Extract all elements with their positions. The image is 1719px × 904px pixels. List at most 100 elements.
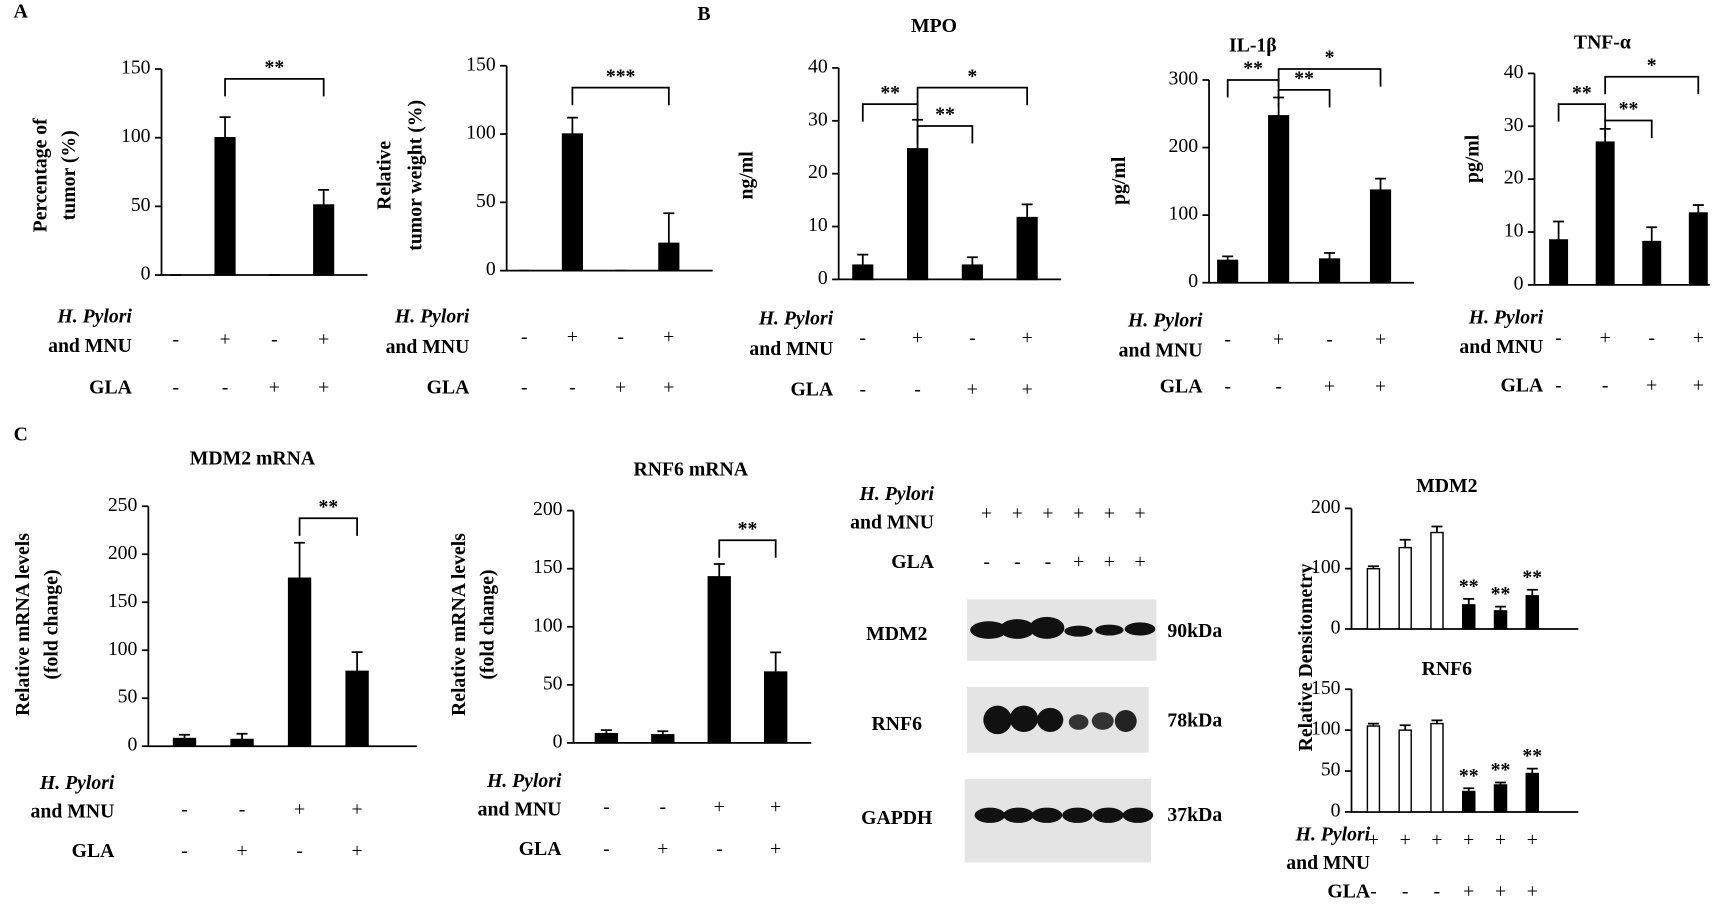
error-bar — [1367, 722, 1379, 727]
band-size: 90kDa — [1167, 620, 1222, 642]
error-bar — [770, 651, 782, 673]
error-bar — [663, 212, 675, 244]
y-tick-label: 0 — [818, 267, 828, 289]
y-axis-label: Relative mRNA levels — [448, 533, 470, 716]
significance-label: ** — [1243, 58, 1263, 80]
y-tick-label: 50 — [476, 190, 496, 212]
bar — [594, 732, 619, 744]
y-tick-label: 50 — [118, 686, 138, 708]
condition-sign: + — [219, 328, 230, 350]
error-bar — [1526, 588, 1538, 596]
condition-label: H. Pylori — [56, 305, 132, 327]
bar — [345, 670, 369, 747]
significance-label: ** — [1491, 583, 1511, 605]
significance-bracket — [298, 517, 358, 536]
significance-label: * — [1325, 47, 1335, 69]
condition-sign: + — [1693, 327, 1704, 349]
condition-sign: - — [181, 798, 188, 820]
condition-label: GLA — [427, 377, 470, 399]
condition-label: GLA — [72, 840, 115, 862]
bar — [230, 738, 254, 747]
condition-sign: + — [269, 377, 280, 399]
band-size: 37kDa — [1167, 804, 1222, 826]
condition-label: and MNU — [1119, 339, 1203, 361]
y-tick-label: 100 — [466, 122, 496, 144]
y-tick-label: 40 — [1504, 61, 1524, 83]
significance-label: ** — [880, 82, 900, 104]
bar — [1595, 141, 1615, 286]
y-tick-label: 50 — [131, 194, 151, 216]
y-tick-label: 150 — [533, 556, 563, 578]
significance-label: ** — [1619, 98, 1639, 120]
condition-sign: - — [1602, 374, 1609, 396]
condition-sign: - — [1224, 375, 1231, 397]
y-tick-label: 0 — [1514, 272, 1524, 294]
band-name: MDM2 — [866, 623, 927, 645]
y-axis-label: Percentage of — [30, 118, 52, 232]
condition-sign: - — [1648, 327, 1655, 349]
condition-sign: - — [569, 377, 576, 399]
condition-sign: + — [912, 327, 923, 349]
condition-sign: + — [1022, 379, 1033, 401]
significance-bracket — [861, 103, 919, 122]
error-bar — [1431, 525, 1443, 533]
condition-sign: + — [1375, 328, 1386, 350]
bar — [1493, 610, 1508, 630]
chart-title: RNF6 — [1422, 658, 1473, 680]
condition-sign: + — [1527, 881, 1538, 903]
condition-sign: + — [1042, 503, 1053, 525]
significance-label: ** — [1491, 759, 1511, 781]
condition-sign: + — [1104, 503, 1115, 525]
bar — [287, 577, 312, 747]
y-tick-label: 10 — [808, 214, 828, 236]
y-axis-label: ng/ml — [735, 151, 757, 200]
significance-label: ** — [1572, 82, 1592, 104]
y-tick-label: 100 — [108, 638, 138, 660]
bar — [561, 133, 583, 272]
condition-sign: + — [1495, 881, 1506, 903]
condition-sign: - — [222, 377, 229, 399]
condition-sign: + — [352, 798, 363, 820]
condition-sign: - — [716, 838, 723, 860]
error-bar — [1399, 724, 1411, 731]
bar — [1217, 259, 1239, 284]
error-bar — [966, 256, 978, 266]
bar — [907, 148, 929, 281]
significance-label: ** — [265, 57, 285, 79]
error-bar — [1399, 538, 1411, 548]
y-axis-label: tumor (%) — [58, 130, 80, 220]
y-tick-label: 30 — [1504, 114, 1524, 136]
condition-label: GLA — [1501, 374, 1544, 396]
condition-sign: - — [859, 379, 866, 401]
condition-sign: - — [521, 326, 528, 348]
y-tick-label: 50 — [1321, 759, 1341, 781]
y-tick-label: 10 — [1504, 220, 1524, 242]
bar — [172, 737, 197, 747]
significance-bracket — [1277, 88, 1331, 108]
bar — [1366, 725, 1381, 813]
bar — [1016, 216, 1038, 281]
condition-label: H. Pylori — [1468, 306, 1544, 328]
condition-label: H. Pylori — [1295, 824, 1371, 846]
y-tick-label: 150 — [466, 53, 496, 75]
significance-label: ** — [1459, 575, 1479, 597]
y-tick-label: 0 — [1188, 270, 1198, 292]
condition-sign: - — [1275, 375, 1282, 397]
condition-sign: + — [318, 328, 329, 350]
y-tick-label: 20 — [808, 161, 828, 183]
condition-sign: + — [352, 840, 363, 862]
condition-sign: - — [172, 377, 179, 399]
bar — [1462, 604, 1476, 630]
error-bar — [1495, 605, 1506, 611]
condition-sign: - — [660, 796, 667, 818]
error-bar — [1495, 781, 1506, 785]
bar — [961, 264, 983, 281]
condition-sign: - — [239, 798, 246, 820]
y-tick-label: 50 — [543, 672, 563, 694]
condition-label: H. Pylori — [1127, 310, 1203, 332]
condition-sign: - — [181, 840, 188, 862]
bar — [1642, 240, 1662, 286]
condition-label: and MNU — [850, 511, 934, 533]
band-name: GAPDH — [861, 807, 933, 829]
condition-sign: + — [1527, 829, 1538, 851]
